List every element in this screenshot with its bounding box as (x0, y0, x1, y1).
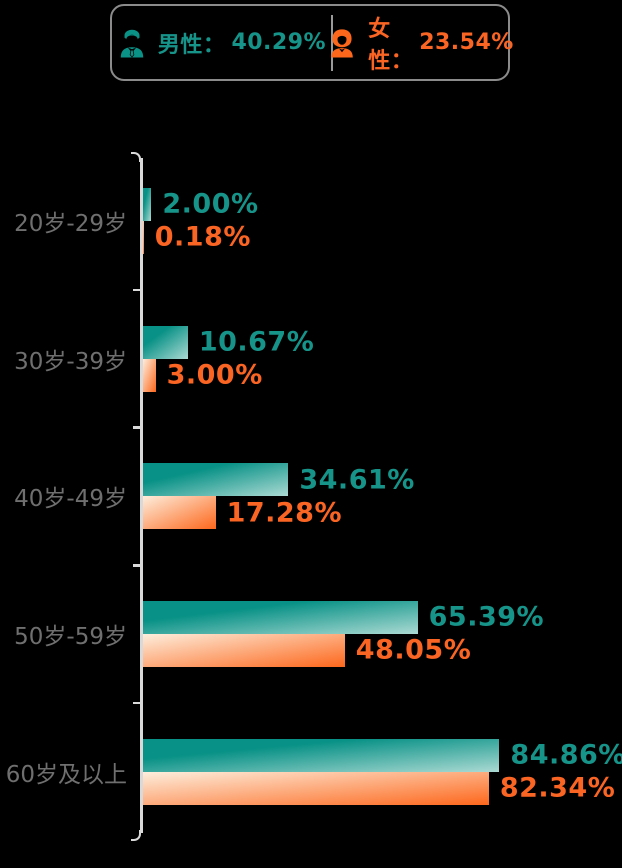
legend-female-value: 23.54% (419, 30, 514, 55)
value-label-male: 10.67% (198, 326, 315, 358)
bar-male (143, 600, 418, 634)
male-person-icon (117, 22, 147, 64)
legend-male-label: 男性： (157, 32, 226, 58)
axis-tick (133, 426, 141, 429)
bar-female (143, 633, 345, 667)
axis-tick (133, 564, 141, 567)
bar-male (143, 187, 152, 221)
category-label: 40岁-49岁 (14, 486, 127, 513)
bar-male (143, 738, 500, 772)
legend-female: 女性： 23.54% (331, 6, 513, 79)
bar-male (143, 463, 289, 497)
axis-tick (133, 288, 141, 292)
value-label-male: 2.00% (162, 188, 259, 220)
value-label-male: 65.39% (428, 601, 545, 633)
value-label-female: 82.34% (499, 772, 616, 804)
category-label: 50岁-59岁 (14, 623, 127, 650)
bar-female (143, 496, 216, 530)
female-person-icon (327, 22, 357, 64)
axis-bottom-tick (131, 830, 141, 841)
bar-female (143, 220, 144, 254)
y-axis-line (140, 158, 143, 833)
bar-female (143, 358, 156, 392)
bar-male (143, 325, 188, 359)
category-label: 60岁及以上 (5, 761, 127, 788)
axis-top-tick (131, 152, 141, 162)
legend-male: 男性： 40.29% (112, 6, 331, 79)
value-label-female: 3.00% (166, 359, 263, 391)
value-label-female: 0.18% (154, 221, 251, 253)
axis-tick (133, 701, 141, 705)
legend-male-value: 40.29% (231, 30, 327, 55)
legend-female-label: 女性： (368, 16, 414, 74)
value-label-female: 17.28% (226, 497, 343, 529)
value-label-male: 84.86% (510, 739, 622, 771)
category-label: 30岁-39岁 (14, 348, 127, 375)
bar-female (143, 771, 489, 805)
value-label-female: 48.05% (355, 634, 472, 666)
gender-legend: 男性： 40.29% 女性： 23.54% (110, 4, 513, 81)
legend-divider (331, 14, 333, 71)
value-label-male: 34.61% (299, 464, 415, 496)
category-label: 20岁-29岁 (14, 210, 127, 237)
